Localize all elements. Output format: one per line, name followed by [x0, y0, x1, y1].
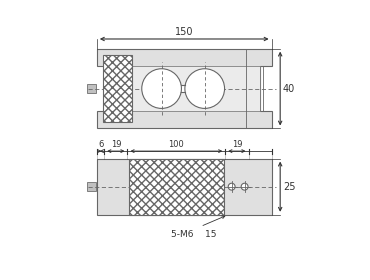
Text: 6: 6 [98, 140, 103, 149]
Circle shape [228, 183, 235, 190]
Circle shape [185, 69, 225, 108]
Bar [109, 66, 260, 111]
Circle shape [142, 69, 181, 108]
Polygon shape [97, 49, 272, 129]
Bar [162, 85, 205, 92]
Text: 19: 19 [232, 140, 242, 149]
Text: 100: 100 [168, 140, 184, 149]
Circle shape [241, 183, 248, 190]
Text: 40: 40 [283, 83, 295, 94]
Bar [87, 182, 96, 191]
Text: 25: 25 [283, 182, 295, 192]
Bar [87, 84, 96, 93]
Bar [129, 159, 224, 215]
Text: 5-M6    15: 5-M6 15 [171, 230, 217, 239]
Text: 19: 19 [111, 140, 121, 149]
Bar [97, 159, 272, 215]
Text: 150: 150 [175, 27, 194, 37]
Bar [103, 55, 132, 122]
